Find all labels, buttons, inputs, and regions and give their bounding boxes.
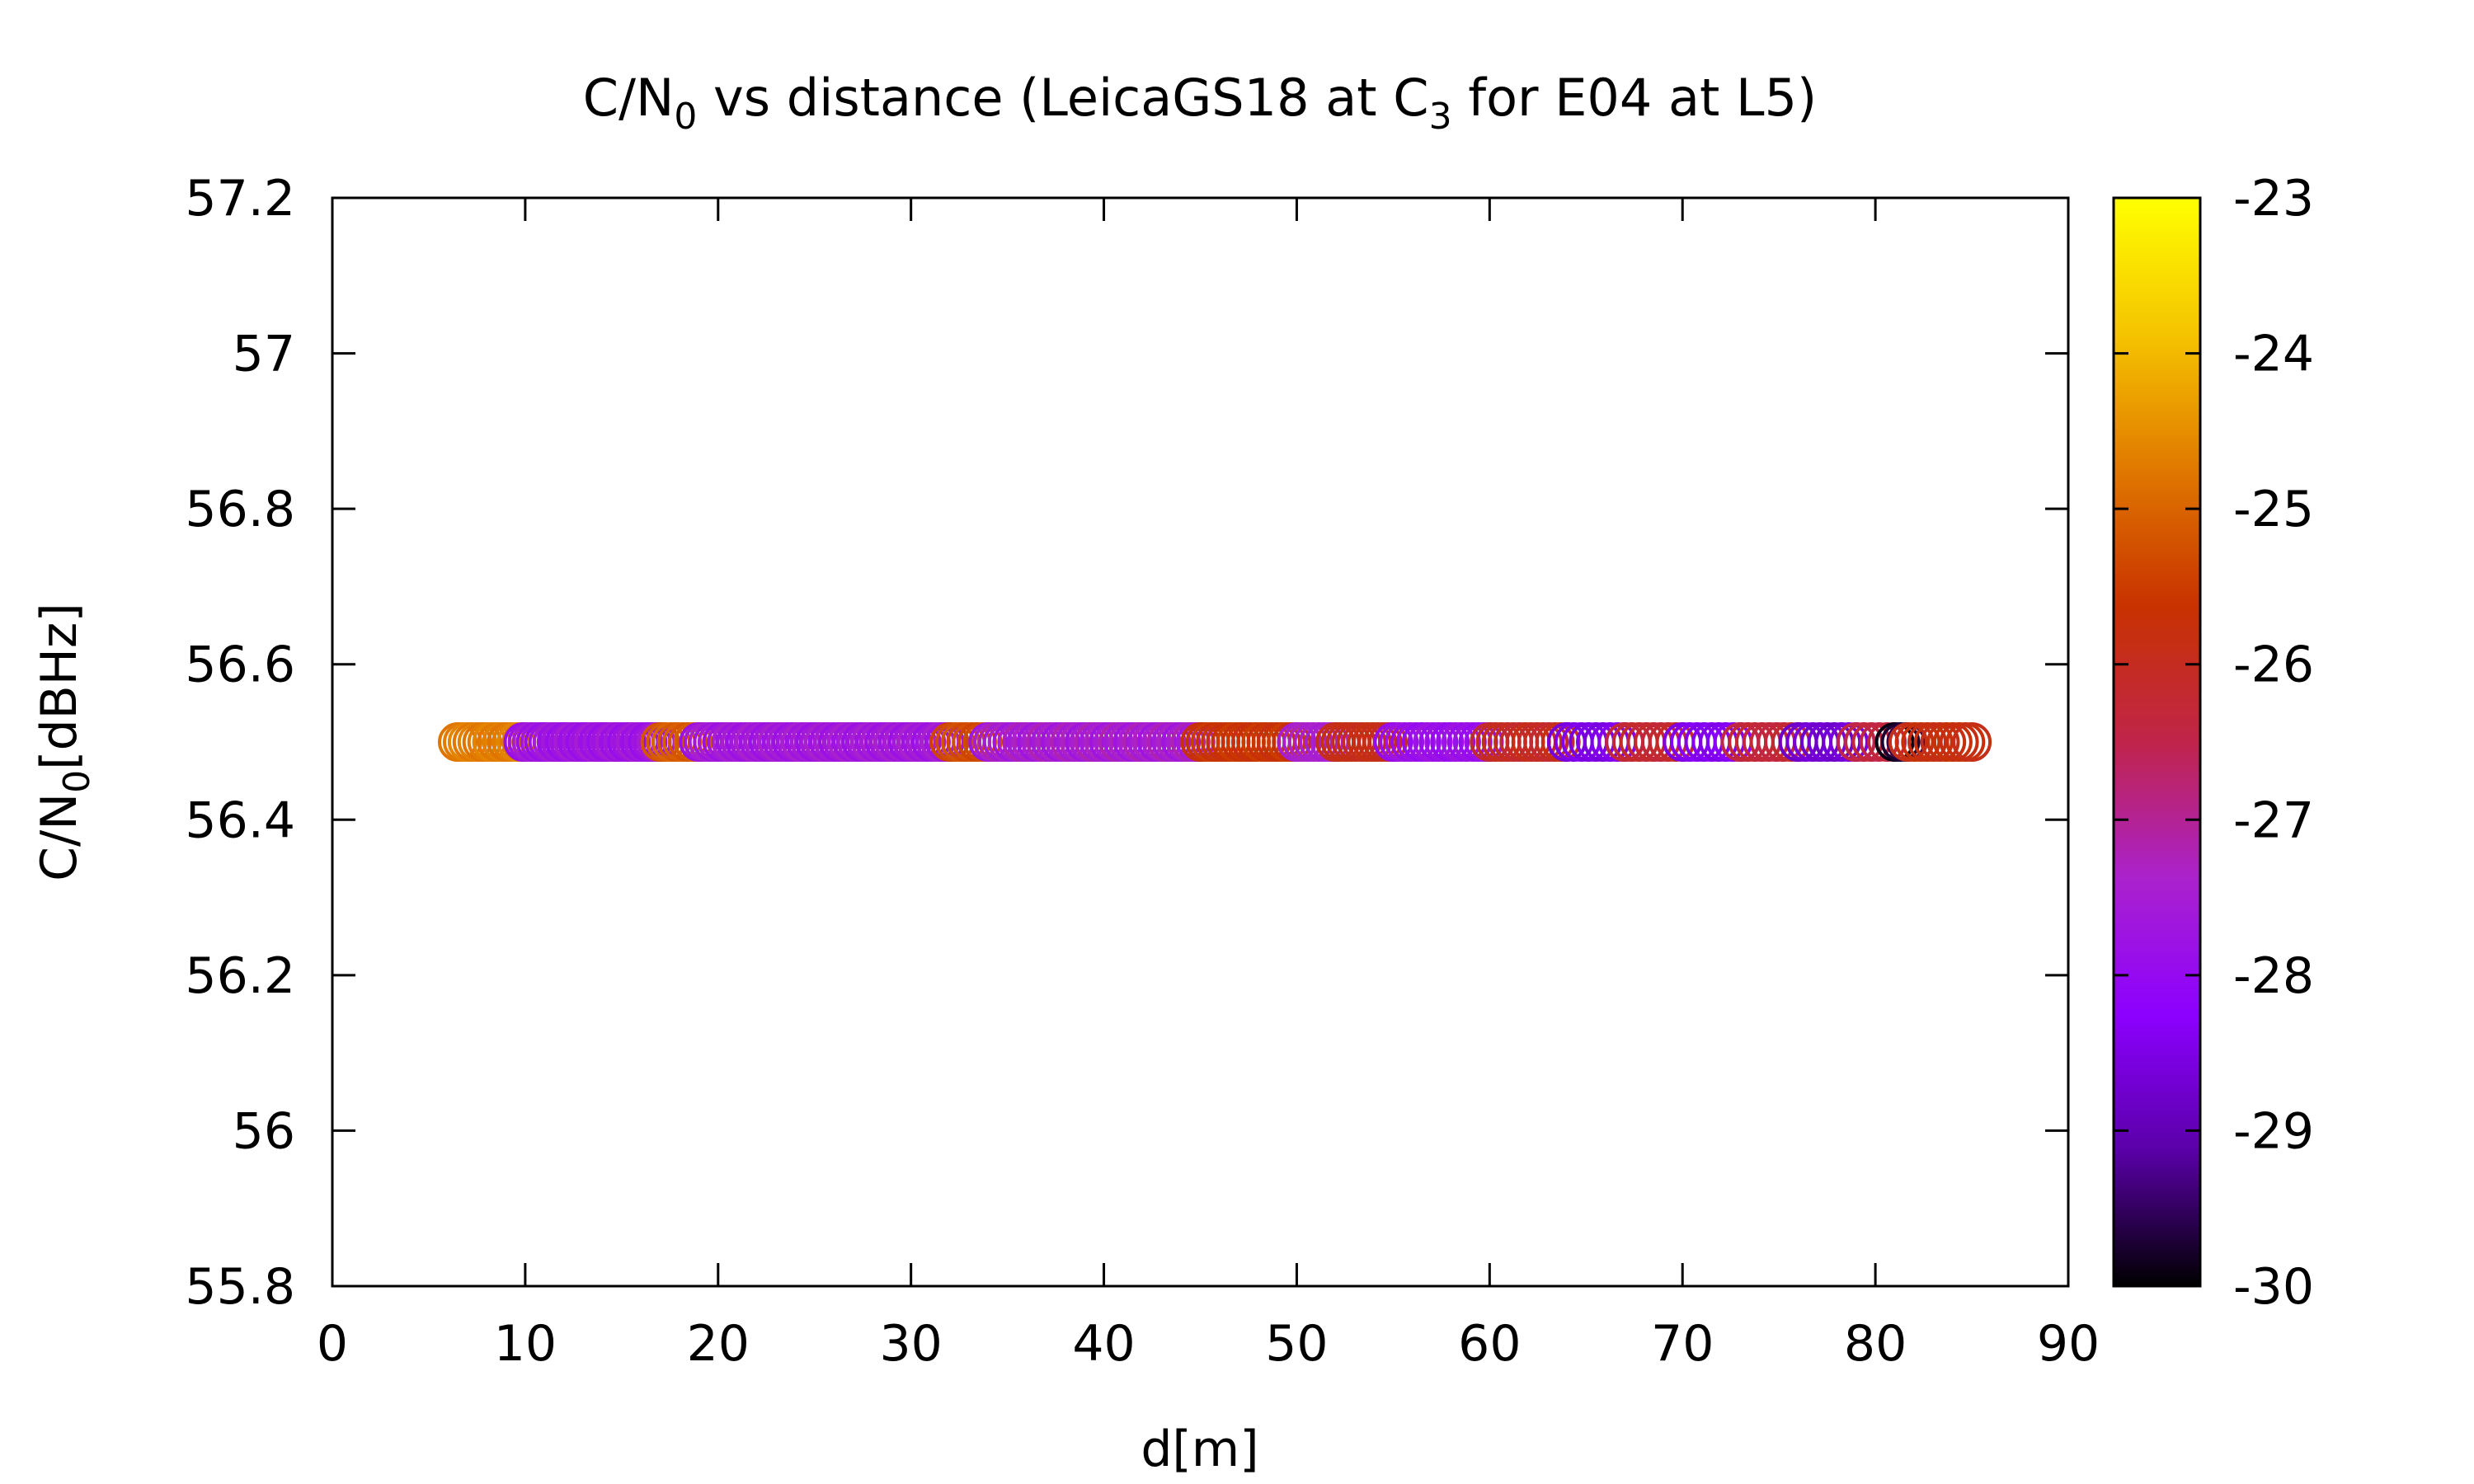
- ylabel-sub-a: 0: [56, 770, 98, 793]
- colorbar-tick-label: -24: [2233, 326, 2314, 383]
- colorbar-ticks: -30 -29 -28 -27 -26 -25 -24 -23: [2114, 170, 2314, 1316]
- x-tick-label: 40: [1072, 1315, 1135, 1373]
- colorbar-tick-label: -27: [2233, 791, 2314, 849]
- y-tick-label: 56: [233, 1102, 295, 1160]
- y-tick-label: 56.2: [185, 947, 295, 1005]
- y-tick-label: 56.6: [185, 636, 295, 694]
- data-point: [1952, 722, 1992, 762]
- ylabel-part-a: C/N: [31, 793, 88, 881]
- title-part-c: for E04 at L5): [1452, 68, 1818, 128]
- x-tick-label: 90: [2037, 1315, 2100, 1373]
- x-tick-label: 10: [494, 1315, 557, 1373]
- title-part-b: vs distance (LeicaGS18 at C: [697, 68, 1428, 128]
- x-tick-label: 50: [1265, 1315, 1328, 1373]
- colorbar-tick-label: -23: [2233, 170, 2314, 228]
- colorbar: [2112, 196, 2202, 1288]
- chart-title: C/N0 vs distance (LeicaGS18 at C3 for E0…: [583, 68, 1817, 138]
- x-axis: 0 10 20 30 40 50 60 70 80 90: [317, 198, 2100, 1373]
- y-tick-label: 57: [233, 326, 295, 383]
- colorbar-tick-label: -25: [2233, 481, 2314, 538]
- y-tick-label: 55.8: [185, 1258, 295, 1316]
- x-axis-label: d[m]: [1141, 1421, 1258, 1478]
- title-part-a: C/N: [583, 68, 675, 128]
- x-tick-label: 30: [879, 1315, 942, 1373]
- colorbar-tick-label: -26: [2233, 636, 2314, 694]
- y-tick-label: 56.4: [185, 791, 295, 849]
- y-tick-label: 56.8: [185, 481, 295, 538]
- ylabel-part-b: [dBHz]: [31, 603, 88, 770]
- scatter-points: [438, 722, 1992, 762]
- colorbar-tick-label: -30: [2233, 1258, 2314, 1316]
- title-sub-b: 3: [1429, 96, 1452, 138]
- title-sub-a: 0: [674, 96, 697, 138]
- y-axis: 55.8 56 56.2 56.4 56.6 56.8 57 57.2: [185, 170, 2068, 1316]
- x-tick-label: 0: [317, 1315, 348, 1373]
- x-tick-label: 80: [1844, 1315, 1907, 1373]
- x-tick-label: 70: [1651, 1315, 1714, 1373]
- colorbar-tick-label: -29: [2233, 1102, 2314, 1160]
- y-axis-label: C/N0[dBHz]: [31, 603, 98, 881]
- y-tick-label: 57.2: [185, 170, 295, 228]
- plot-area: [331, 196, 2070, 1288]
- colorbar-tick-label: -28: [2233, 947, 2314, 1005]
- x-tick-label: 60: [1458, 1315, 1521, 1373]
- x-tick-label: 20: [687, 1315, 750, 1373]
